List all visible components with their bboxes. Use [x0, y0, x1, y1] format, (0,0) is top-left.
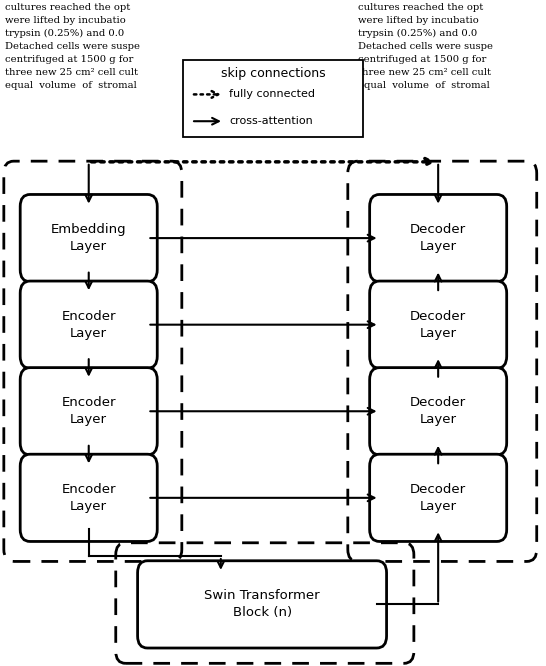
- FancyBboxPatch shape: [370, 194, 507, 282]
- Text: Encoder
Layer: Encoder Layer: [62, 396, 116, 426]
- Text: cross-attention: cross-attention: [229, 116, 313, 127]
- Text: Decoder
Layer: Decoder Layer: [410, 483, 466, 513]
- FancyBboxPatch shape: [370, 368, 507, 455]
- Bar: [183, 60, 363, 137]
- Text: Swin Transformer
Block (n): Swin Transformer Block (n): [204, 589, 320, 619]
- Text: Encoder
Layer: Encoder Layer: [62, 483, 116, 513]
- Text: cultures reached the opt
were lifted by incubatio
trypsin (0.25%) and 0.0
Detach: cultures reached the opt were lifted by …: [358, 3, 492, 90]
- FancyBboxPatch shape: [20, 281, 157, 368]
- Text: Decoder
Layer: Decoder Layer: [410, 310, 466, 340]
- FancyBboxPatch shape: [20, 194, 157, 282]
- FancyBboxPatch shape: [138, 561, 387, 648]
- FancyBboxPatch shape: [20, 368, 157, 455]
- Text: skip connections: skip connections: [221, 67, 325, 80]
- Text: fully connected: fully connected: [229, 89, 316, 99]
- Text: cultures reached the opt
were lifted by incubatio
trypsin (0.25%) and 0.0
Detach: cultures reached the opt were lifted by …: [5, 3, 140, 90]
- Text: Embedding
Layer: Embedding Layer: [51, 223, 127, 253]
- Text: Encoder
Layer: Encoder Layer: [62, 310, 116, 340]
- FancyBboxPatch shape: [370, 454, 507, 541]
- FancyBboxPatch shape: [20, 454, 157, 541]
- Text: Decoder
Layer: Decoder Layer: [410, 396, 466, 426]
- Text: Decoder
Layer: Decoder Layer: [410, 223, 466, 253]
- FancyBboxPatch shape: [370, 281, 507, 368]
